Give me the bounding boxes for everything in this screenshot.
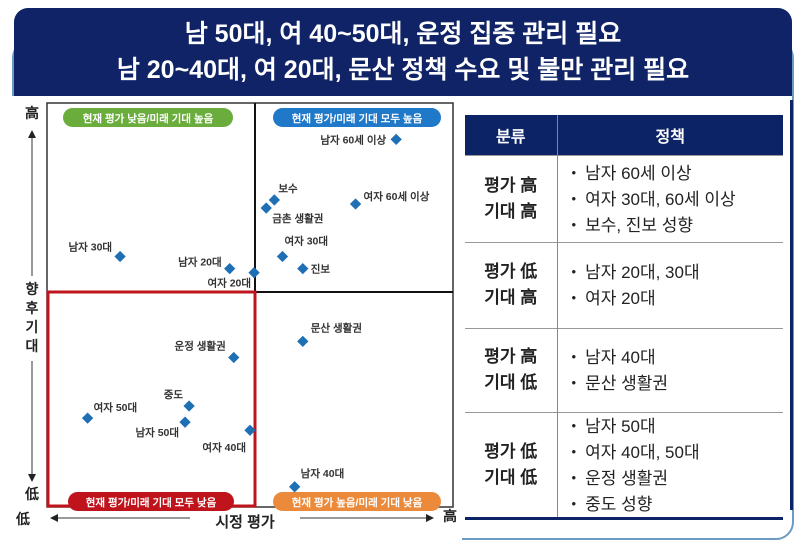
data-point-label: 남자 60세 이상 (320, 133, 386, 146)
policy-item: 남자 40대 (572, 344, 784, 370)
data-point (276, 250, 289, 263)
data-point-label: 여자 50대 (94, 401, 138, 414)
category-cell: 평가 低 기대 低 (465, 411, 558, 520)
table-row: 평가 低 기대 高 남자 20대, 30대여자 20대 (465, 241, 784, 328)
data-point-label: 운정 생활권 (175, 340, 226, 353)
data-point-label: 중도 (164, 389, 184, 401)
data-point-label: 금촌 생활권 (272, 212, 323, 225)
category-expect: 기대 低 (484, 373, 538, 392)
arrow-down-icon (28, 474, 36, 482)
policy-item: 보수, 진보 성향 (572, 212, 784, 238)
policy-item: 남자 50대 (572, 413, 784, 439)
category-expect: 기대 高 (484, 288, 538, 307)
arrow-right-icon (426, 514, 434, 522)
focus-quadrant-box (46, 290, 257, 508)
policy-item: 문산 생활권 (572, 370, 784, 396)
quadrant-label-top-left: 현재 평가 낮음/미래 기대 높음 (63, 108, 233, 127)
header-category: 분류 (465, 115, 558, 155)
data-point-label: 남자 40대 (301, 467, 345, 480)
data-point (224, 262, 236, 275)
category-cell: 평가 低 기대 高 (465, 241, 558, 328)
svg-text:현재 평가 높음/미래 기대 낮음: 현재 평가 높음/미래 기대 낮음 (292, 496, 423, 509)
data-point-label: 보수 (278, 183, 298, 195)
x-high-label: 高 (443, 508, 457, 524)
quadrant-label-bottom-left: 현재 평가/미래 기대 모두 낮음 (68, 492, 234, 511)
data-point (297, 262, 309, 275)
policy-item: 여자 40대, 50대 (572, 439, 784, 465)
category-expect: 기대 低 (484, 467, 538, 487)
data-point (183, 400, 195, 412)
data-point-label: 여자 20대 (207, 277, 251, 290)
category-cell: 평가 高 기대 高 (465, 154, 558, 242)
data-point-label: 남자 30대 (69, 241, 113, 254)
policy-item: 여자 30대, 60세 이상 (572, 186, 784, 212)
arrow-up-icon (28, 130, 36, 138)
policy-list: 남자 40대문산 생활권 (558, 344, 784, 396)
data-point-label: 여자 30대 (284, 235, 328, 248)
category-cell: 평가 高 기대 低 (465, 327, 558, 412)
policy-item: 남자 20대, 30대 (572, 259, 784, 285)
title-banner: 남 50대, 여 40~50대, 운정 집중 관리 필요 남 20~40대, 여… (14, 8, 792, 96)
svg-text:현재 평가/미래 기대 모두 낮음: 현재 평가/미래 기대 모두 낮음 (86, 496, 217, 509)
policy-cell: 남자 20대, 30대여자 20대 (557, 241, 784, 328)
policy-list: 남자 20대, 30대여자 20대 (558, 259, 784, 311)
data-point-label: 남자 20대 (178, 256, 222, 269)
right-accent-bar (790, 100, 793, 510)
quadrant-label-bottom-right: 현재 평가 높음/미래 기대 낮음 (273, 492, 441, 511)
svg-text:현재 평가/미래 기대 모두 높음: 현재 평가/미래 기대 모두 높음 (292, 112, 423, 125)
category-expect: 기대 高 (484, 201, 538, 221)
plot-border (46, 102, 454, 508)
category-eval: 평가 高 (484, 175, 538, 195)
category-eval: 평가 低 (484, 262, 538, 281)
data-point (260, 202, 272, 214)
svg-text:현재 평가 낮음/미래 기대 높음: 현재 평가 낮음/미래 기대 높음 (83, 112, 214, 125)
arrow-left-icon (50, 514, 58, 522)
data-point (248, 267, 260, 279)
data-point (228, 351, 240, 364)
y-axis-label: 향후기대 (24, 280, 40, 356)
y-high-label: 高 (25, 105, 39, 121)
table-row: 평가 高 기대 低 남자 40대문산 생활권 (465, 327, 784, 412)
policy-item: 남자 60세 이상 (572, 160, 784, 186)
policy-item: 운정 생활권 (572, 465, 784, 491)
policy-cell: 남자 40대문산 생활권 (557, 327, 784, 412)
scatter-chart: 현재 평가 낮음/미래 기대 높음 현재 평가/미래 기대 모두 높음 현재 평… (0, 96, 462, 547)
y-low-label: 低 (24, 486, 39, 502)
data-point (289, 481, 301, 493)
category-eval: 평가 低 (484, 441, 538, 461)
x-axis-label: 시정 평가 (215, 513, 275, 531)
data-point (268, 194, 281, 206)
title-line-2: 남 20~40대, 여 20대, 문산 정책 수요 및 불만 관리 필요 (116, 56, 690, 84)
policy-item: 여자 20대 (572, 285, 784, 311)
data-point (297, 335, 309, 348)
quadrant-label-top-right: 현재 평가/미래 기대 모두 높음 (273, 108, 441, 127)
data-point-label: 여자 60세 이상 (364, 190, 430, 203)
category-eval: 평가 高 (484, 347, 538, 366)
title-line-1: 남 50대, 여 40~50대, 운정 집중 관리 필요 (184, 20, 622, 48)
data-point (244, 424, 256, 436)
data-point-label: 남자 50대 (135, 426, 179, 439)
data-point (81, 412, 94, 424)
data-point (390, 133, 402, 146)
policy-item: 중도 성향 (572, 491, 784, 517)
data-point (349, 198, 362, 210)
header-policy: 정책 (557, 115, 783, 155)
data-point-label: 여자 40대 (202, 441, 246, 454)
scatter-svg: 현재 평가 낮음/미래 기대 높음 현재 평가/미래 기대 모두 높음 현재 평… (15, 102, 457, 531)
data-point (114, 250, 126, 263)
data-point (179, 416, 191, 428)
data-point-label: 진보 (311, 263, 331, 276)
x-low-label: 低 (15, 511, 30, 527)
data-point-label: 문산 생활권 (311, 321, 362, 334)
